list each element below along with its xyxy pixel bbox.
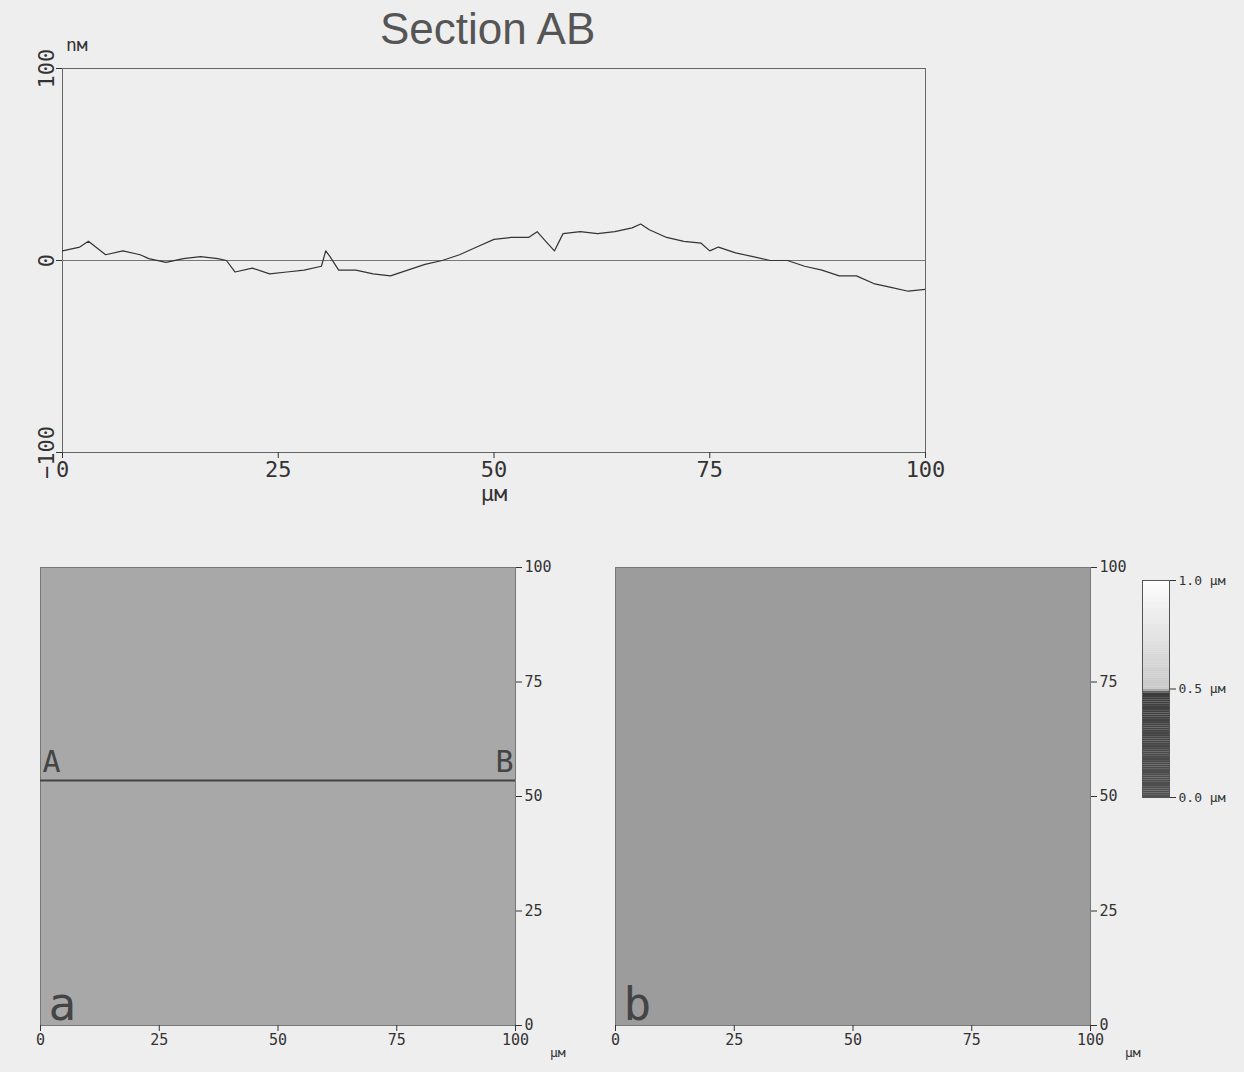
svg-text:a: a — [49, 977, 77, 1031]
svg-text:50: 50 — [525, 787, 543, 805]
svg-text:75: 75 — [697, 457, 724, 482]
svg-text:100: 100 — [1100, 558, 1127, 576]
svg-text:0: 0 — [611, 1031, 620, 1049]
svg-text:75: 75 — [963, 1031, 981, 1049]
svg-text:25: 25 — [150, 1031, 168, 1049]
svg-text:0.5 μм: 0.5 μм — [1179, 681, 1226, 696]
svg-text:25: 25 — [525, 902, 543, 920]
html-text:nм: nм — [66, 34, 88, 55]
svg-text:100: 100 — [525, 558, 552, 576]
svg-text:50: 50 — [1100, 787, 1118, 805]
svg-text:100: 100 — [906, 457, 946, 482]
svg-text:75: 75 — [525, 673, 543, 691]
svg-text:1.0 μм: 1.0 μм — [1179, 573, 1226, 588]
html-text:μм: μм — [550, 1045, 566, 1060]
svg-text:50: 50 — [481, 457, 508, 482]
html-text:μм: μм — [1125, 1045, 1141, 1060]
svg-text:0: 0 — [1100, 1016, 1109, 1034]
svg-text:100: 100 — [1077, 1031, 1104, 1050]
svg-text:μм: μм — [481, 481, 508, 506]
svg-text:25: 25 — [725, 1031, 743, 1049]
svg-text:50: 50 — [844, 1031, 862, 1049]
svg-text:0: 0 — [55, 457, 70, 483]
svg-text:b: b — [624, 977, 652, 1031]
svg-text:75: 75 — [1100, 673, 1118, 691]
svg-text:B: B — [495, 744, 513, 779]
svg-text:50: 50 — [269, 1031, 287, 1049]
svg-text:25: 25 — [1100, 902, 1118, 920]
svg-text:100: 100 — [502, 1031, 529, 1050]
svg-text:−100: −100 — [34, 426, 59, 479]
svg-text:25: 25 — [265, 457, 292, 482]
svg-text:75: 75 — [388, 1031, 406, 1049]
svg-text:100: 100 — [34, 49, 59, 89]
svg-text:0: 0 — [34, 254, 59, 267]
svg-text:0: 0 — [36, 1031, 45, 1049]
html-text:Section AB: Section AB — [380, 4, 596, 53]
svg-text:A: A — [43, 744, 61, 779]
svg-text:0.0 μм: 0.0 μм — [1179, 790, 1226, 805]
svg-text:0: 0 — [525, 1016, 534, 1034]
